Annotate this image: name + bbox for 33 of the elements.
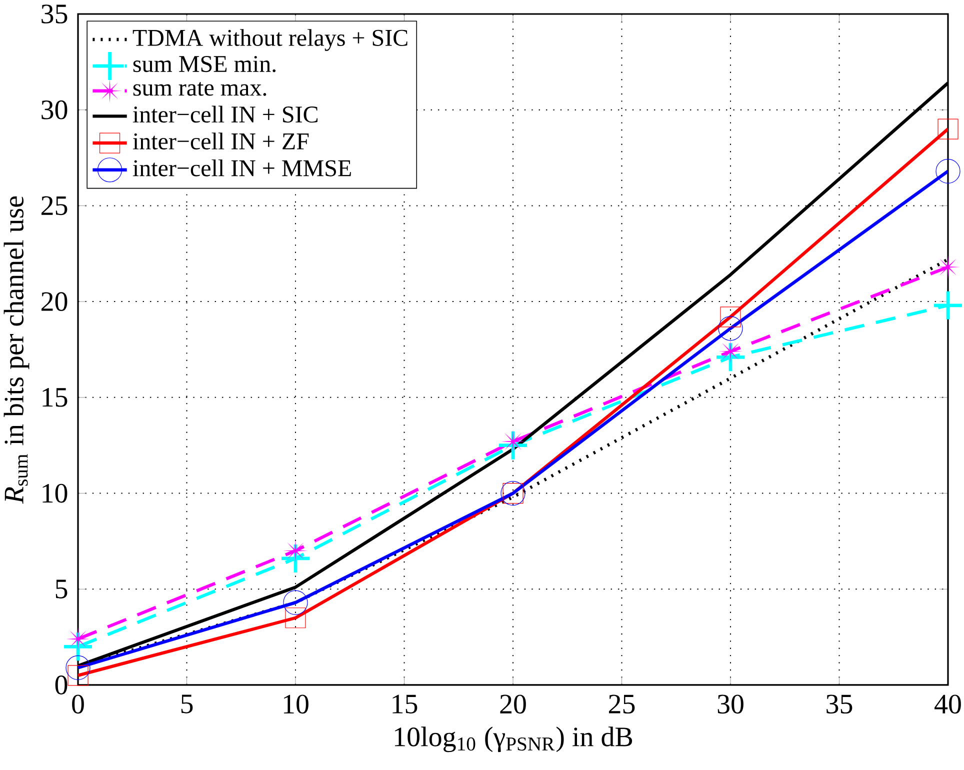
point [718,316,743,341]
x-tick-label: 0 [72,694,84,714]
point [285,608,306,628]
y-tick-label: 10 [42,484,68,503]
legend-label: inter−cell IN + SIC [132,106,318,123]
x-tick-label: 20 [500,694,526,714]
point [283,590,308,615]
point [934,291,962,320]
x-tick-label: 35 [826,694,852,714]
legend-label: sum rate max. [133,82,266,96]
x-tick-label: 15 [392,694,418,714]
y-tick-label: 35 [42,4,68,24]
y-tick-label: 30 [42,100,68,120]
x-axis-title: 10log$_{10}$ (γ$_{PSNR}$) in dB [395,726,632,752]
x-tick-label: 30 [718,694,744,714]
legend-label: sum MSE min. [133,56,276,72]
point [66,655,90,680]
y-tick-label: 20 [41,292,68,312]
point [936,158,960,184]
x-tick-label: 5 [181,694,193,714]
legend-label: inter−cell IN + ZF [132,132,309,150]
point [720,306,741,328]
legend-label: inter−cell IN + MMSE [132,159,351,176]
y-tick-label: 5 [56,580,68,598]
x-tick-label: 10 [284,694,308,714]
y-axis-title: R$_{sum}$ in bits per channel use [4,196,30,504]
y-tick-label: 25 [41,196,68,216]
y-tick-label: 15 [42,388,68,407]
point [938,118,958,140]
legend-label: TDMA without relays + SIC [132,29,408,51]
x-tick-label: 25 [608,694,635,714]
y-tick-label: 0 [55,676,68,694]
x-tick-label: 40 [934,694,961,714]
